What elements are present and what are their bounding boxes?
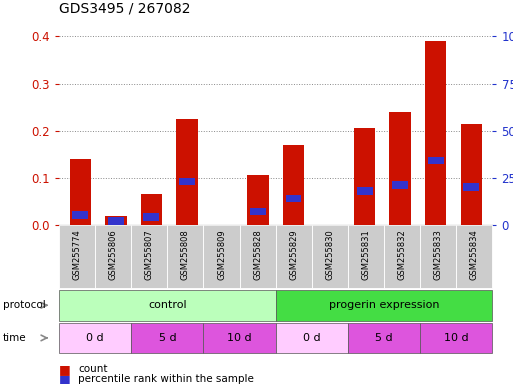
Text: percentile rank within the sample: percentile rank within the sample [78,374,254,384]
Bar [425,41,446,225]
Text: protocol: protocol [3,300,45,310]
Bar [428,157,444,164]
Bar [357,187,372,195]
Text: 10 d: 10 d [227,333,252,343]
Text: GSM255809: GSM255809 [217,230,226,280]
Bar [176,119,198,225]
Text: GSM255830: GSM255830 [325,230,334,280]
Text: ■: ■ [59,373,71,384]
Text: control: control [148,300,187,310]
Bar [179,178,195,185]
Text: GSM255834: GSM255834 [470,230,479,280]
Text: ■: ■ [59,363,71,376]
Text: 0 d: 0 d [303,333,321,343]
Text: GSM255807: GSM255807 [145,230,154,280]
Bar [105,216,127,225]
Text: GSM255829: GSM255829 [289,230,298,280]
Text: 5 d: 5 d [159,333,176,343]
Text: progerin expression: progerin expression [329,300,439,310]
Bar [461,124,482,225]
Bar [392,181,408,189]
Bar [141,194,162,225]
Bar [283,145,304,225]
Text: GSM255774: GSM255774 [72,230,82,280]
Text: count: count [78,364,108,374]
Bar [143,214,160,221]
Text: GDS3495 / 267082: GDS3495 / 267082 [59,2,190,15]
Bar [247,175,269,225]
Text: GSM255832: GSM255832 [398,230,407,280]
Bar [108,217,124,225]
Bar [463,183,479,191]
Bar [72,212,88,219]
Bar [70,159,91,225]
Text: 5 d: 5 d [376,333,393,343]
Text: time: time [3,333,26,343]
Text: 10 d: 10 d [444,333,469,343]
Text: GSM255806: GSM255806 [109,230,117,280]
Text: 0 d: 0 d [86,333,104,343]
Text: GSM255833: GSM255833 [434,230,443,280]
Bar [250,208,266,215]
Text: GSM255831: GSM255831 [362,230,370,280]
Bar [354,128,375,225]
Bar [286,195,302,202]
Text: GSM255828: GSM255828 [253,230,262,280]
Text: GSM255808: GSM255808 [181,230,190,280]
Bar [389,112,411,225]
